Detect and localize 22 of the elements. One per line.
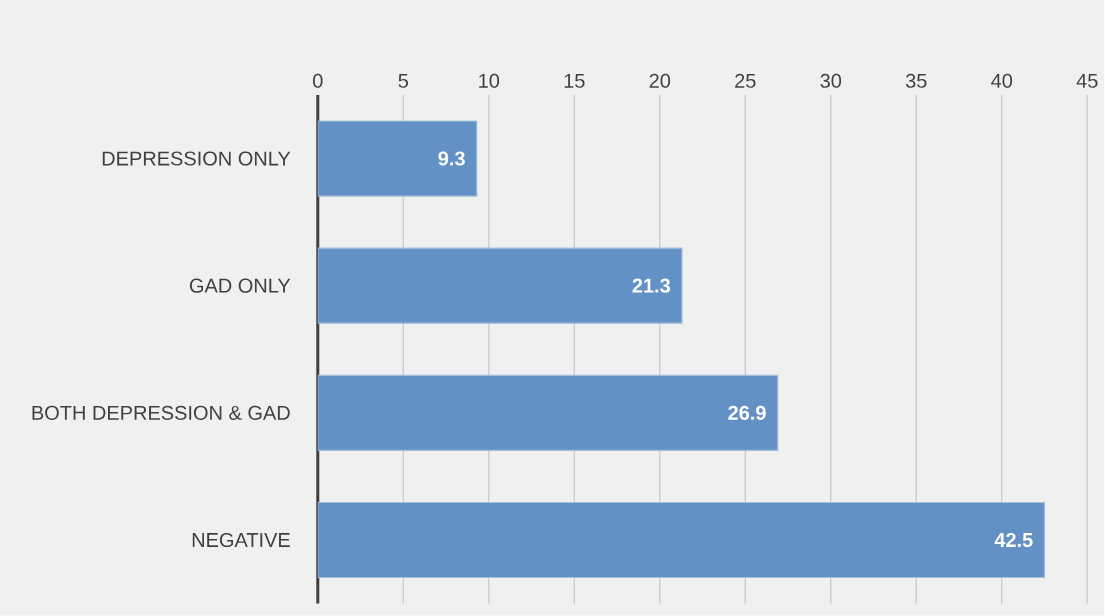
bar [317,502,1046,579]
x-tick-label: 35 [905,73,927,89]
x-tick-label: 20 [649,73,671,89]
bar [317,247,683,325]
data-label: 26.9 [728,405,766,421]
x-tick-label: 5 [398,74,408,89]
x-tick-label: 40 [991,73,1013,89]
y-tick-label: DEPRESSION ONLY [102,151,291,166]
x-tick-label: 30 [820,73,842,89]
y-tick-label: GAD ONLY [189,278,291,293]
x-tick-label: 0 [313,73,323,89]
y-tick-label: BOTH DEPRESSION & GAD [32,405,290,421]
x-tick-label: 15 [564,74,585,89]
x-tick-label: 10 [479,73,500,89]
bar [317,120,478,197]
data-label: 42.5 [994,533,1033,548]
data-label: 9.3 [438,151,465,166]
y-tick-label: NEGATIVE [192,533,290,548]
x-tick-label: 45 [1076,74,1098,89]
bar [317,374,779,452]
x-tick-label: 25 [735,73,756,89]
data-label: 21.3 [632,278,671,293]
